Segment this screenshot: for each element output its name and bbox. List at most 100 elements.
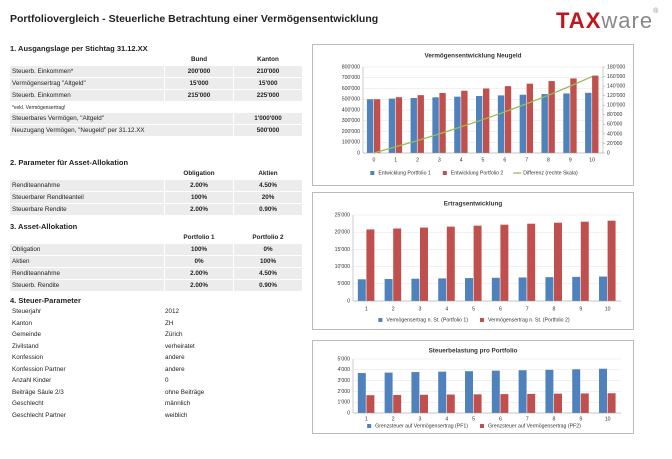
param-label: Geschlecht xyxy=(12,400,44,408)
cell-value: 2.00% xyxy=(164,204,233,215)
chart-title: Steuerbelastung pro Portfolio xyxy=(429,348,518,355)
section-title: 1. Ausgangslage per Stichtag 31.12.XX xyxy=(10,43,148,53)
bar xyxy=(420,394,428,413)
row-label: Steuerbares Vermögen, "Altgeld" xyxy=(12,115,104,122)
legend-swatch xyxy=(480,318,484,322)
x-tick-label: 5 xyxy=(482,157,485,163)
y-tick-label: 500'000 xyxy=(342,97,360,103)
row-label: Steuerb. Einkommen* xyxy=(12,68,74,75)
cell-value: 210'000 xyxy=(233,66,302,77)
bar xyxy=(491,370,500,413)
legend-swatch xyxy=(378,318,383,322)
param-value: andere xyxy=(165,365,185,373)
header-row: Portfolio 1 Portfolio 2 xyxy=(10,232,302,243)
bar xyxy=(545,369,554,413)
y-tick-label: 40'000 xyxy=(607,131,623,137)
y-tick-label: 4'000 xyxy=(337,367,350,373)
y-tick-label: 600'000 xyxy=(342,86,360,92)
bar xyxy=(438,278,447,301)
bar xyxy=(519,94,527,153)
table-row: Renditeannahme 2.00% 4.50% xyxy=(10,268,302,279)
param-label: Geschlecht Partner xyxy=(12,411,66,419)
y-tick-label: 100'000 xyxy=(342,140,360,146)
x-tick-label: 9 xyxy=(579,416,582,422)
bar xyxy=(545,277,554,301)
bar xyxy=(599,368,607,413)
param-value: andere xyxy=(165,354,185,362)
y-tick-label: 0 xyxy=(347,410,350,416)
header-row: Obligation Aktien xyxy=(10,168,302,179)
bar xyxy=(572,369,581,413)
param-label: Konfession xyxy=(12,354,44,362)
line xyxy=(373,75,593,154)
y-tick-label: 10'000 xyxy=(335,264,351,270)
bar xyxy=(384,372,393,413)
bar xyxy=(432,97,439,153)
table-row: Obligation 100% 0% xyxy=(10,244,302,255)
row-label: Aktien xyxy=(12,258,30,265)
bar xyxy=(518,277,527,301)
param-label: Kanton xyxy=(12,319,32,327)
bar xyxy=(393,394,402,413)
note: *exkl. Vermögensertrag! xyxy=(12,104,66,111)
x-tick-label: 8 xyxy=(553,306,556,312)
column-header: Portfolio 2 xyxy=(233,232,302,243)
param-row: Geschlecht Partner weiblich xyxy=(10,410,302,422)
y-tick-label: 120'000 xyxy=(607,93,625,99)
cell-value: 100% xyxy=(233,256,302,267)
bar xyxy=(384,279,393,301)
cell-value: 1'000'000 xyxy=(233,113,302,124)
y-tick-label: 180'000 xyxy=(607,64,625,70)
section: 1. Ausgangslage per Stichtag 31.12.XX Bun… xyxy=(10,42,302,137)
bar xyxy=(572,276,581,301)
param-row: Konfession Partner andere xyxy=(10,364,302,376)
table-row: Steuerb. Rendite 2.00% 0.90% xyxy=(10,280,302,291)
y-tick-label: 1'000 xyxy=(337,400,350,406)
x-tick-label: 8 xyxy=(553,416,556,422)
param-row: Gemeinde Zürich xyxy=(10,329,302,341)
bar xyxy=(446,226,455,301)
param-value: verheiratet xyxy=(165,342,195,350)
bar xyxy=(599,276,607,301)
y-tick-label: 100'000 xyxy=(607,103,625,109)
header-row: Bund Kanton xyxy=(10,54,302,65)
cell-value: 100% xyxy=(164,192,233,203)
cell-value: 500'000 xyxy=(233,125,302,136)
y-tick-label: 200'000 xyxy=(342,129,360,135)
bar xyxy=(366,99,374,153)
param-row: Anzahl Kinder 0 xyxy=(10,375,302,387)
legend-label: Grenzsteuer auf Vermögensertrag (PF2) xyxy=(488,423,581,429)
cell-value: 4.50% xyxy=(233,268,302,279)
bar xyxy=(438,371,447,413)
cell-value: 4.50% xyxy=(233,180,302,191)
bar xyxy=(580,393,589,413)
y-tick-label: 0 xyxy=(357,150,360,156)
bar xyxy=(410,97,417,153)
y-tick-label: 160'000 xyxy=(607,74,625,80)
bar xyxy=(580,221,589,301)
legend-label: Vermögensertrag n. St. (Portfolio 2) xyxy=(488,317,570,323)
bar xyxy=(518,370,527,413)
legend-swatch xyxy=(480,424,484,428)
y-tick-label: 60'000 xyxy=(607,122,623,128)
y-tick-label: 2'000 xyxy=(337,389,350,395)
bar xyxy=(500,394,509,413)
x-tick-label: 7 xyxy=(525,157,528,163)
param-value: ohne Beiträge xyxy=(165,388,205,396)
y-tick-label: 400'000 xyxy=(342,107,360,113)
bar xyxy=(473,225,482,301)
page-title: Portfoliovergleich - Steuerliche Betrach… xyxy=(10,13,379,25)
cell-value: 15'000 xyxy=(233,78,302,89)
y-tick-label: 5'000 xyxy=(337,281,350,287)
table-row: Renditeannahme 2.00% 4.50% xyxy=(10,180,302,191)
bar xyxy=(395,97,403,153)
x-tick-label: 1 xyxy=(394,157,397,163)
param-label: Anzahl Kinder xyxy=(12,377,52,385)
legend-swatch xyxy=(442,171,447,175)
chart: Steuerbelastung pro Portfolio 0 1'000 2'000… xyxy=(312,340,634,434)
column-header: Portfolio 1 xyxy=(164,232,233,243)
table-row: Neuzugang Vermögen, "Neugeld" per 31.12.… xyxy=(10,125,302,136)
bar xyxy=(411,278,420,301)
column-header: Obligation xyxy=(164,168,233,179)
bar xyxy=(607,220,616,301)
